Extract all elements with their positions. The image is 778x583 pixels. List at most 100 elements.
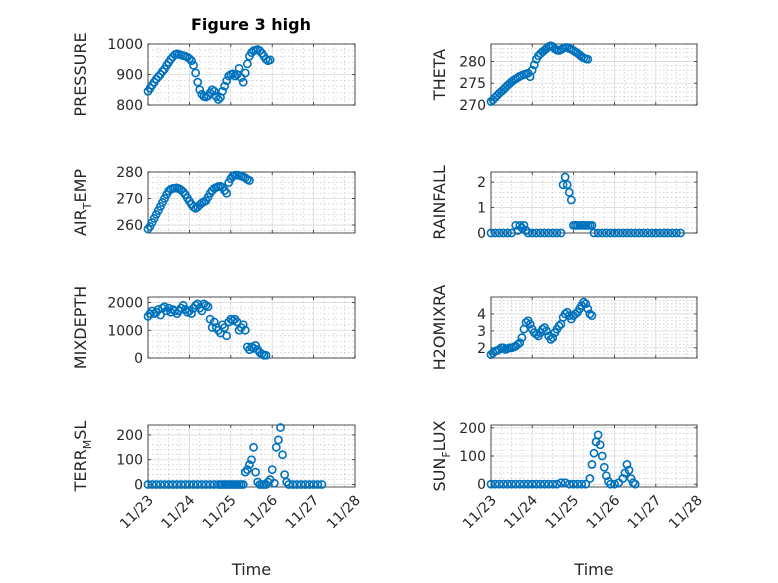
data-point (238, 480, 248, 489)
x-axis-label: Time (231, 560, 271, 579)
series-markers (486, 41, 593, 106)
x-tick-label: 11/25 (200, 493, 240, 533)
data-point (251, 467, 261, 477)
data-point (579, 297, 589, 307)
data-point (218, 86, 227, 96)
data-point (240, 467, 250, 477)
data-point (184, 480, 194, 489)
series-markers (486, 172, 685, 238)
data-point (521, 318, 531, 327)
x-tick-label: 11/28 (324, 493, 364, 533)
data-point (523, 228, 533, 238)
y-tick-label: 270 (459, 98, 486, 114)
data-point (573, 479, 582, 489)
data-point (519, 220, 529, 230)
subplot-air-temp: 260 270 280 AIRTEMP (71, 165, 356, 236)
y-tick-label: 0 (477, 226, 486, 242)
y-axis-label: PRESSURE (71, 32, 90, 116)
data-point (284, 480, 294, 489)
y-tick-label: 800 (116, 98, 143, 114)
data-point (213, 95, 223, 104)
data-point (486, 479, 496, 489)
subplot-mixdepth: 0 1000 2000 MIXDEPTH (71, 286, 356, 369)
data-point (630, 479, 640, 489)
y-tick-label: 200 (116, 428, 143, 444)
data-point (153, 72, 163, 82)
data-point (220, 81, 229, 91)
data-point (193, 77, 203, 87)
data-point (184, 54, 194, 64)
data-point (540, 228, 549, 238)
y-axis-label: TERRMSL (71, 421, 94, 493)
data-point (531, 329, 541, 339)
data-point (234, 64, 244, 73)
y-tick-label: 260 (116, 218, 143, 234)
data-point (552, 228, 562, 238)
data-point (558, 180, 568, 190)
data-point (168, 480, 178, 489)
data-point (490, 479, 500, 489)
data-point (147, 480, 157, 489)
data-point (261, 54, 271, 64)
data-point (569, 479, 578, 489)
data-point (513, 340, 523, 349)
data-point (564, 187, 574, 197)
data-point (663, 228, 673, 238)
subplot-terr-msl: 0 100 200 TERRMSL (71, 421, 356, 494)
data-point (536, 228, 545, 238)
data-point (498, 479, 508, 489)
x-tick-label: 11/24 (501, 492, 541, 532)
data-point (503, 228, 512, 238)
x-tick-label: 11/26 (584, 492, 624, 532)
data-point (498, 343, 508, 353)
data-point (672, 228, 681, 238)
data-point (614, 228, 624, 238)
series-markers (143, 299, 271, 360)
data-point (630, 228, 640, 238)
data-point (624, 465, 634, 475)
x-tick-label: 11/28 (666, 493, 706, 533)
x-tick-label: 11/27 (625, 493, 665, 533)
data-point (240, 325, 250, 335)
axes-background (148, 172, 355, 233)
data-point (515, 479, 525, 489)
y-tick-label: 0 (477, 477, 486, 493)
data-point (197, 480, 207, 489)
data-point (490, 228, 500, 238)
data-point (595, 440, 605, 450)
data-point (300, 480, 310, 489)
data-point (601, 228, 611, 238)
data-point (618, 228, 628, 238)
data-point (189, 480, 198, 489)
axes-box (147, 424, 356, 488)
data-point (305, 480, 314, 489)
data-point (527, 479, 537, 489)
data-point (309, 480, 318, 489)
data-point (193, 299, 203, 309)
data-point (655, 228, 665, 238)
data-point (222, 76, 232, 85)
data-point (209, 86, 219, 96)
data-point (548, 479, 558, 489)
data-point (548, 333, 558, 343)
data-point (562, 180, 572, 190)
data-point (585, 309, 595, 319)
data-point (667, 228, 677, 238)
data-point (486, 228, 496, 238)
data-point (536, 479, 545, 489)
y-axis-label: H2OMIXRA (430, 285, 449, 371)
data-point (494, 345, 504, 354)
y-tick-label: 0 (134, 351, 143, 367)
data-point (151, 480, 161, 489)
data-point (158, 67, 167, 76)
data-point (164, 480, 174, 489)
y-tick-label: 2000 (107, 296, 143, 312)
data-point (195, 85, 205, 95)
data-point (647, 228, 657, 238)
data-point (581, 479, 591, 489)
data-point (527, 65, 537, 75)
data-point (659, 228, 669, 238)
data-point (317, 480, 327, 489)
